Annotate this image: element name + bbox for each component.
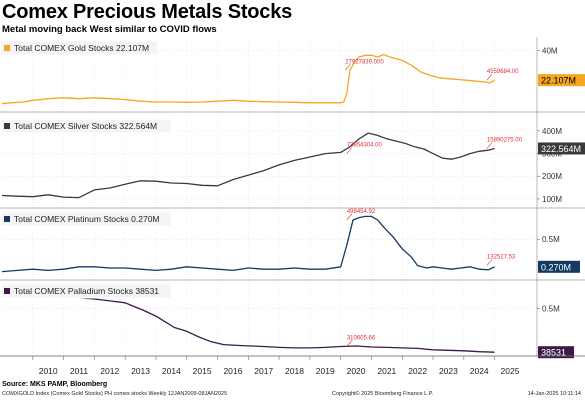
footer-timestamp: 14-Jan-2025 10:11:14 [527, 391, 581, 397]
x-tick-label: 2021 [377, 366, 396, 376]
annotation-label: 310605.66 [347, 336, 376, 342]
last-value-box [538, 74, 585, 87]
x-tick-label: 2024 [470, 366, 489, 376]
x-tick-label: 2014 [162, 366, 181, 376]
annotation-leader [346, 213, 353, 221]
last-value-label: 0.270M [541, 262, 571, 272]
series-line [1, 53, 495, 105]
footer-copyright: Copyright© 2025 Bloomberg Finance L.P. [332, 391, 434, 397]
chart-title: Comex Precious Metals Stocks [2, 1, 293, 23]
legend-box [0, 211, 172, 227]
x-tick-label: 2018 [285, 366, 304, 376]
legend-swatch [4, 288, 10, 294]
annotation-leader [486, 73, 493, 81]
legend-box [0, 40, 159, 56]
annotation-leader [486, 142, 493, 149]
legend-label: Total COMEX Platinum Stocks 0.270M [14, 214, 160, 224]
legend-box [0, 118, 172, 134]
annotation-leader [346, 147, 353, 154]
legend-label: Total COMEX Silver Stocks 322.564M [14, 121, 157, 131]
y-tick-label: 400M [542, 127, 562, 136]
annotation-label: 132527.53 [487, 255, 516, 261]
x-tick-label: 2013 [131, 366, 150, 376]
x-tick-label: 2016 [223, 366, 242, 376]
panel-2: 400M300M200M100M73854304.0015890275.00To… [0, 115, 585, 209]
annotation-label: 498454.92 [347, 209, 376, 215]
y-tick-label: 40M [542, 46, 558, 55]
legend-box [0, 283, 172, 299]
x-axis: 2010 2011 2012 2013 2014 2015 2016 2017 2018 2019… [0, 355, 585, 376]
last-value-label: 38531 [541, 348, 566, 358]
y-tick-label: 200M [542, 172, 562, 181]
annotation-label: 4559684.00 [487, 69, 519, 75]
footer-index-info: COMXGOLD Index (Comex Gold Stocks) PH co… [2, 391, 228, 397]
legend-swatch [4, 123, 10, 129]
panel-4: 0.5M 310605.66 Total COMEX Palladium Stock… [0, 280, 585, 359]
x-tick-label: 2022 [408, 366, 427, 376]
x-tick-label: 2017 [254, 366, 273, 376]
series-line [1, 215, 495, 273]
x-tick-label: 2010 [39, 366, 58, 376]
y-tick-label: 100M [542, 195, 562, 204]
last-value-label: 322.564M [541, 144, 581, 154]
last-value-box [538, 346, 574, 359]
source-note: Source: MKS PAMP, Bloomberg [2, 381, 108, 388]
last-value-box [538, 260, 580, 273]
last-value-label: 22.107M [541, 76, 576, 86]
legend-swatch [4, 45, 10, 51]
x-tick-label: 2025 [501, 366, 520, 376]
legend-label: Total COMEX Gold Stocks 22.107M [14, 43, 149, 53]
annotation-leader [346, 340, 353, 347]
annotation-label: 27927839.000 [345, 59, 384, 65]
annotation-leader [486, 259, 493, 266]
y-tick-label: 0.5M [542, 235, 560, 244]
legend-swatch [4, 216, 10, 222]
annotation-label: 15890275.00 [487, 138, 523, 144]
legend-label: Total COMEX Palladium Stocks 38531 [14, 286, 159, 296]
y-tick-label: 0.5M [542, 305, 560, 314]
series-line [1, 132, 495, 199]
annotation-leader [345, 64, 351, 71]
x-tick-label: 2011 [70, 366, 89, 376]
panel-3: 0.5M 498454.92 132527.53 Total COMEX Platin… [0, 208, 585, 281]
panel-1: 40M 27927839.000 4559684.00 Total COMEX Gol… [0, 37, 585, 113]
x-tick-label: 2020 [347, 366, 366, 376]
x-tick-label: 2012 [100, 366, 119, 376]
chart-subtitle: Metal moving back West similar to COVID … [2, 24, 217, 35]
last-value-box [538, 142, 585, 155]
x-tick-label: 2015 [193, 366, 212, 376]
x-tick-label: 2023 [439, 366, 458, 376]
annotation-label: 73854304.00 [347, 143, 383, 149]
x-tick-label: 2019 [316, 366, 335, 376]
